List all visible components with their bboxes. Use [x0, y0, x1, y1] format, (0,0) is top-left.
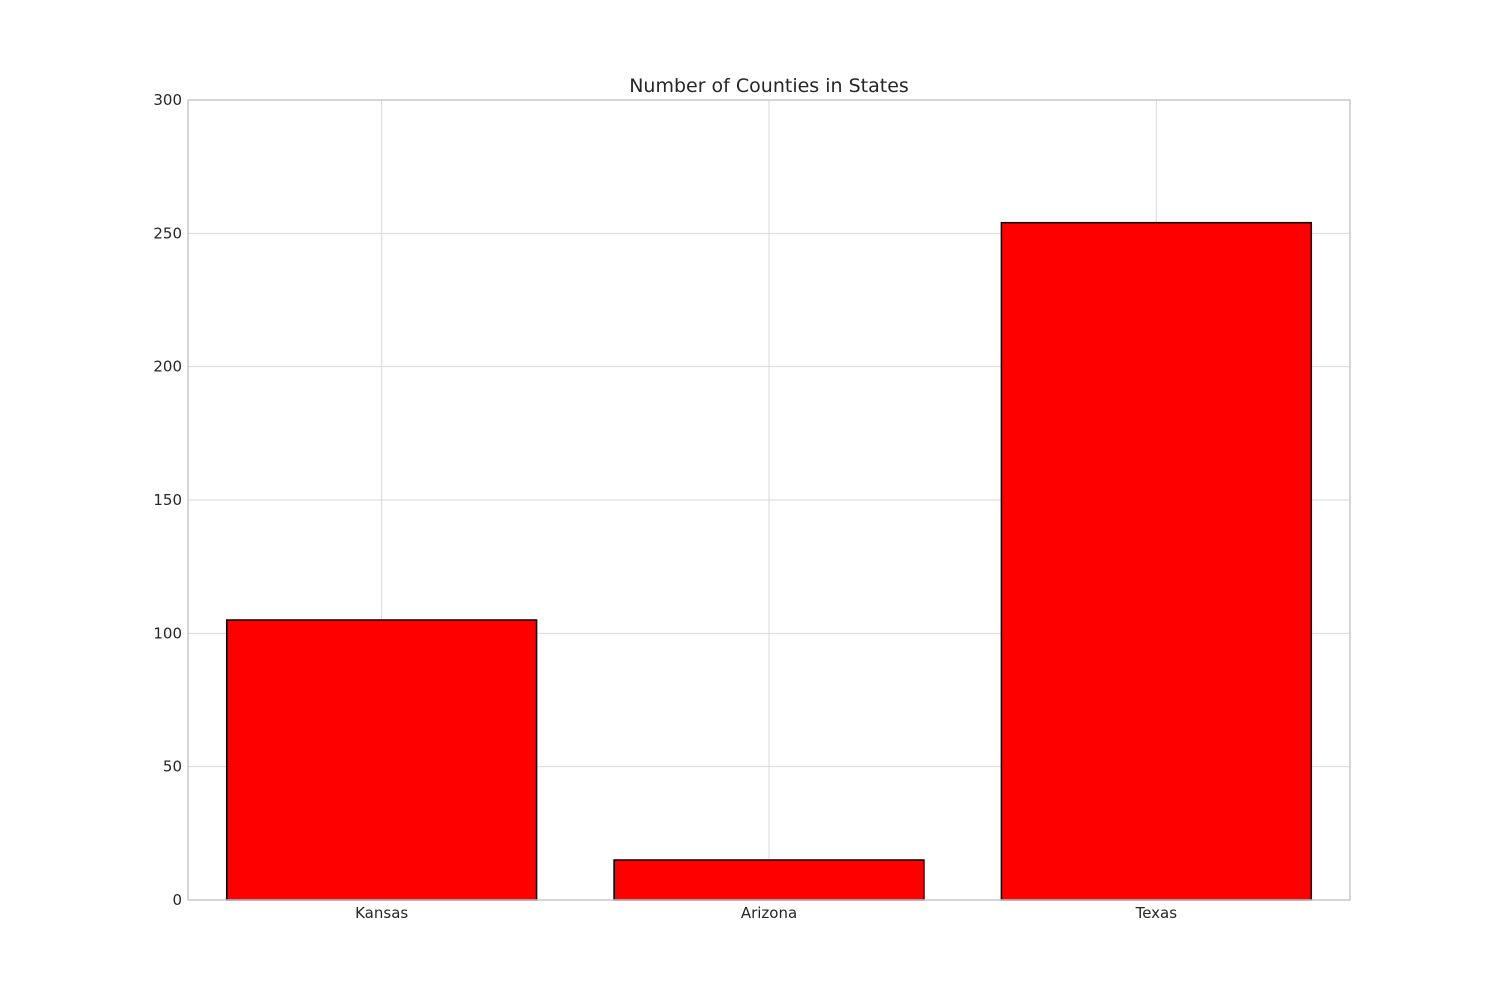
x-tick-label: Texas — [1135, 904, 1178, 922]
chart-title: Number of Counties in States — [629, 75, 909, 97]
y-tick-label: 0 — [172, 891, 182, 909]
bars — [225, 221, 1313, 901]
y-tick-label: 50 — [163, 758, 182, 776]
y-tick-label: 100 — [153, 624, 182, 642]
y-tick-label: 300 — [153, 91, 182, 109]
plot-frame — [187, 99, 1351, 901]
y-axis-tick-labels: 0 50 100 150 200 250 300 — [153, 91, 182, 909]
y-tick-label: 150 — [153, 491, 182, 509]
bar-texas — [1000, 221, 1313, 901]
bar-arizona — [613, 859, 925, 901]
x-axis-tick-labels: Kansas Arizona Texas — [355, 904, 1177, 922]
bar-kansas — [225, 619, 538, 901]
x-tick-label: Arizona — [741, 904, 797, 922]
y-tick-label: 200 — [153, 358, 182, 376]
x-tick-label: Kansas — [355, 904, 408, 922]
y-tick-label: 250 — [153, 224, 182, 242]
